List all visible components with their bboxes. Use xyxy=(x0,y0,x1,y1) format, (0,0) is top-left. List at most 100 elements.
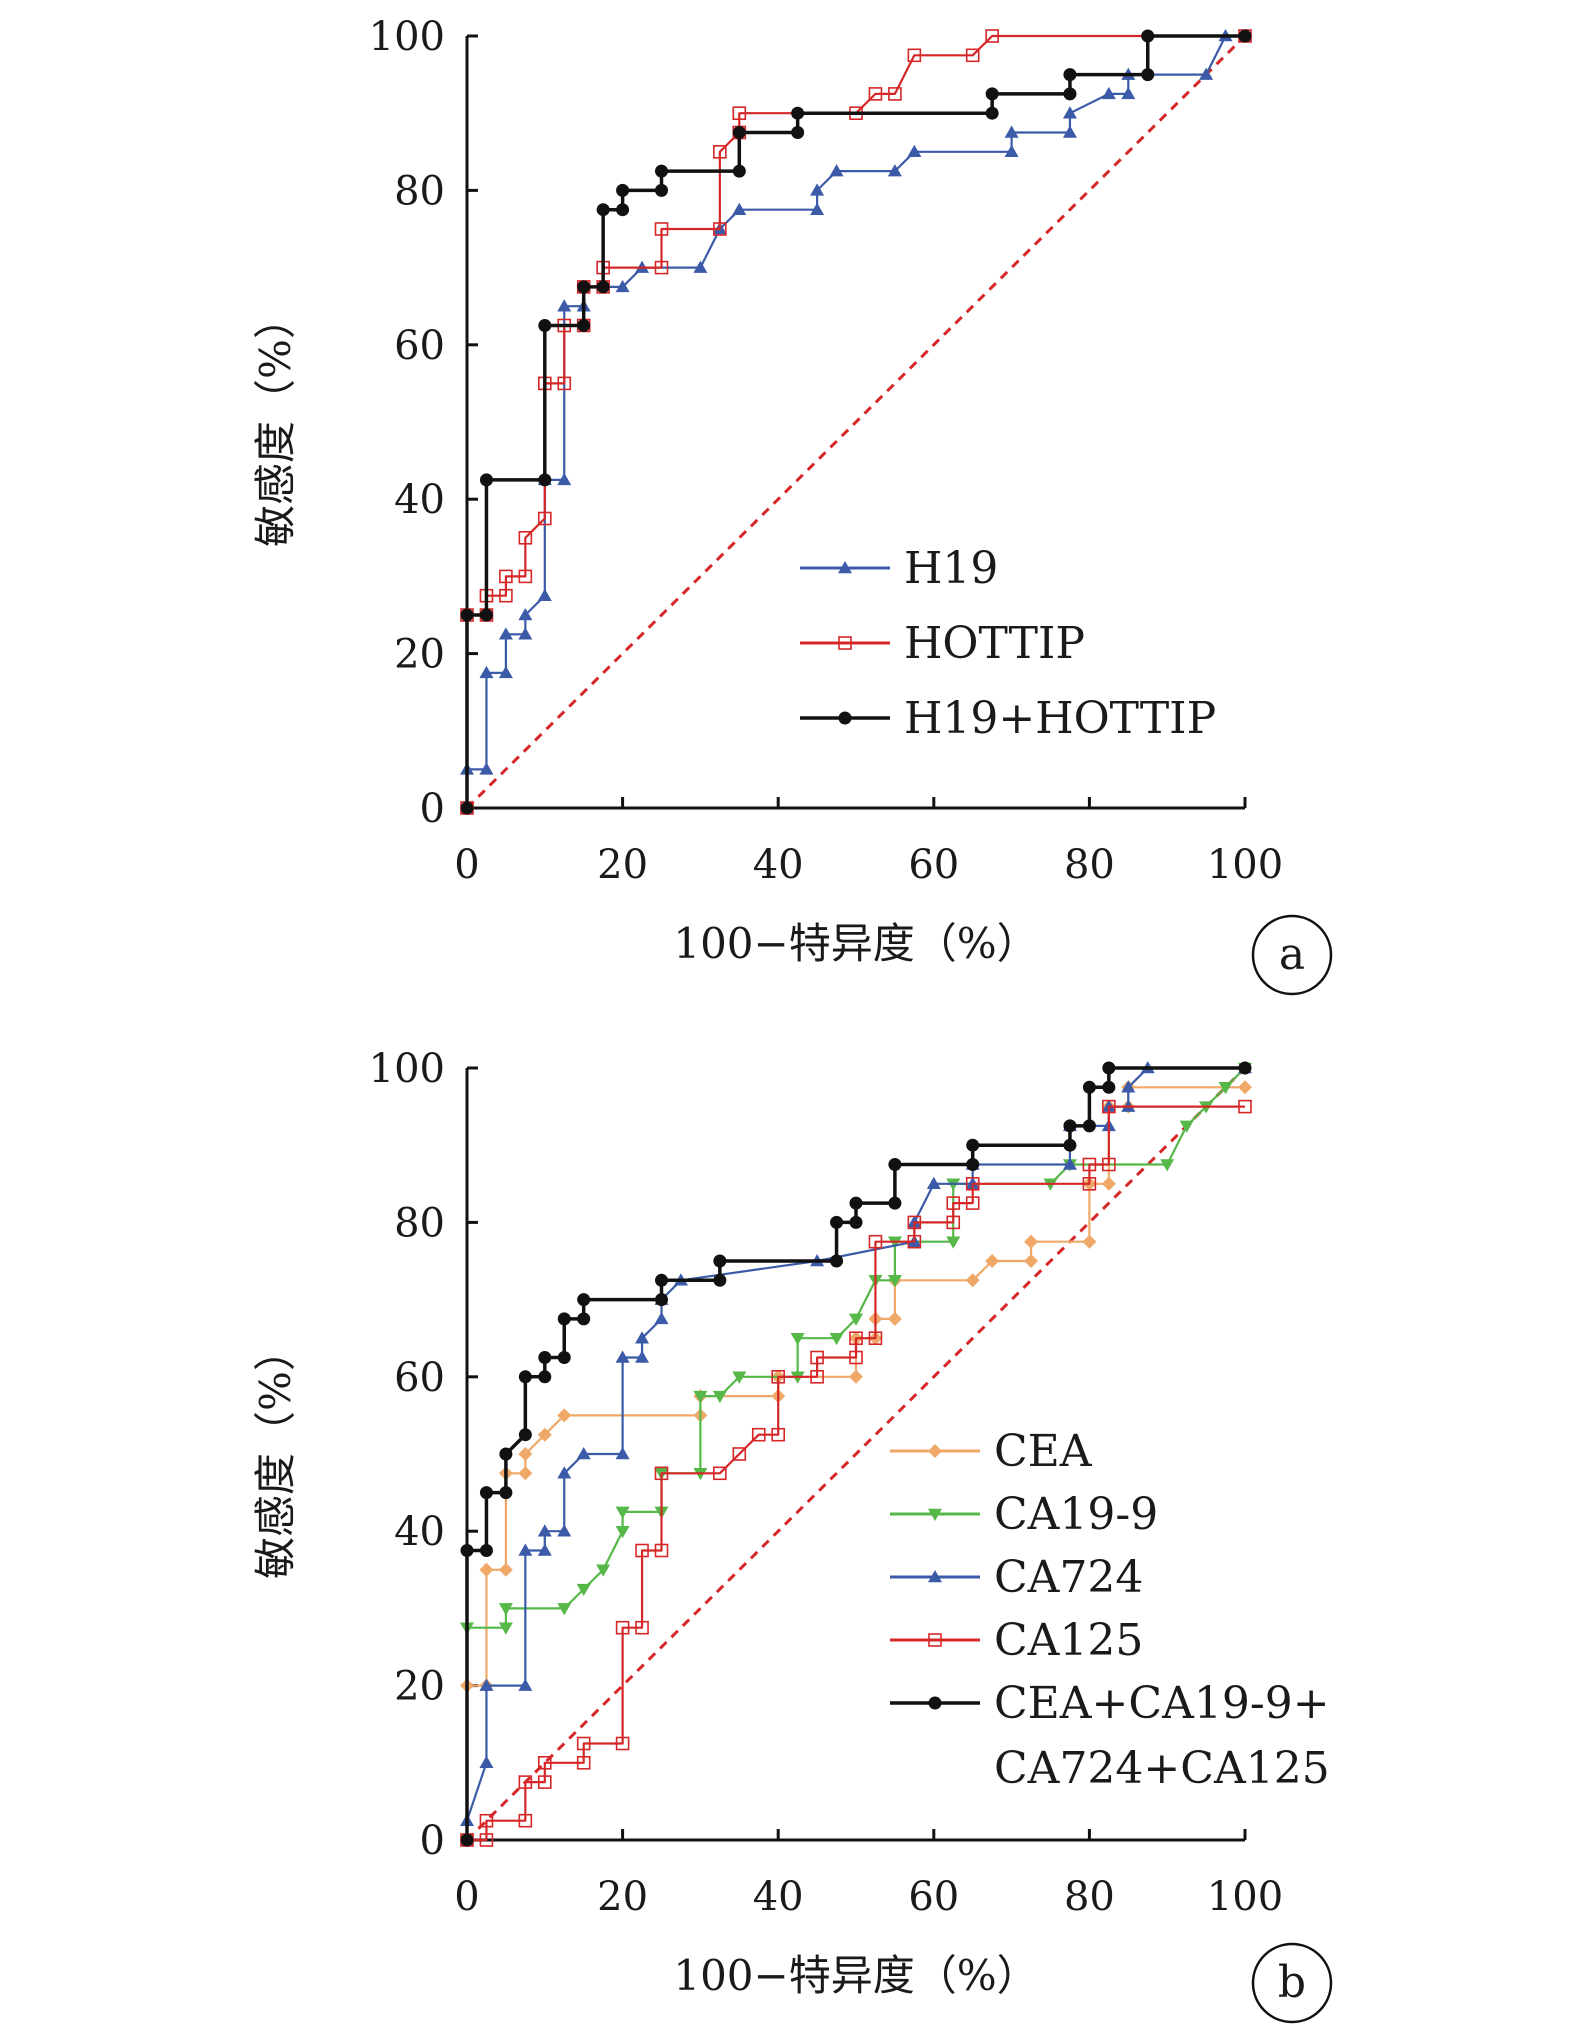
y-axis-title: 敏感度（%） xyxy=(251,1329,300,1579)
data-point xyxy=(499,588,513,603)
data-point xyxy=(479,1678,494,1691)
data-point xyxy=(1063,1119,1077,1133)
data-point xyxy=(693,260,708,273)
data-point xyxy=(537,511,552,526)
y-tick-label: 0 xyxy=(420,1818,445,1864)
data-point xyxy=(713,145,727,159)
data-point xyxy=(830,1215,844,1229)
data-point xyxy=(712,1390,727,1404)
data-point xyxy=(888,1158,902,1171)
data-point xyxy=(1141,68,1155,82)
data-point xyxy=(538,1370,552,1384)
x-axis-title: 100−特异度（%） xyxy=(673,919,1038,968)
data-point xyxy=(926,1176,941,1190)
legend-item: CEA xyxy=(890,1426,1093,1477)
data-point xyxy=(654,1466,669,1481)
data-point xyxy=(732,106,747,120)
data-point xyxy=(635,1331,650,1344)
legend-item: CEA+CA19-9+ CA724+CA125 xyxy=(890,1678,1330,1794)
legend: H19 HOTTIP H19+HOTTIP xyxy=(800,543,1216,744)
data-point xyxy=(615,1447,630,1460)
data-point xyxy=(693,1390,708,1404)
data-point xyxy=(1102,1099,1116,1114)
x-tick-label: 0 xyxy=(454,1874,479,1920)
legend-item: HOTTIP xyxy=(800,618,1085,669)
data-point xyxy=(1121,86,1136,100)
data-point xyxy=(479,665,494,679)
data-point xyxy=(1082,1080,1096,1094)
data-point xyxy=(1004,144,1019,158)
reference-diagonal-line xyxy=(465,1066,1247,1842)
data-point xyxy=(518,1428,532,1442)
data-point xyxy=(907,48,922,63)
data-point xyxy=(615,1620,630,1635)
y-tick-label: 20 xyxy=(394,632,445,678)
legend-label-line2: CA724+CA125 xyxy=(994,1743,1330,1794)
data-point xyxy=(655,1273,668,1287)
x-tick-label: 60 xyxy=(908,842,959,888)
data-point xyxy=(537,1775,552,1789)
data-point xyxy=(479,1562,494,1577)
data-point xyxy=(1101,86,1116,100)
legend-marker xyxy=(928,1444,942,1458)
x-tick-label: 60 xyxy=(908,1874,959,1920)
panel-label-circle xyxy=(1251,1942,1333,2024)
data-point xyxy=(576,1583,591,1597)
x-tick-label: 20 xyxy=(597,1874,648,1920)
y-tick-label: 80 xyxy=(394,1200,445,1246)
data-point xyxy=(907,1215,922,1230)
data-point xyxy=(868,1331,883,1345)
x-axis-title: 100−特异度（%） xyxy=(673,1951,1038,2000)
data-point xyxy=(732,164,746,178)
data-point xyxy=(615,1506,630,1519)
x-tick-label: 40 xyxy=(753,842,804,888)
data-point xyxy=(965,1273,980,1288)
data-point xyxy=(713,1466,727,1481)
data-point xyxy=(537,1543,552,1556)
data-point xyxy=(479,1833,494,1847)
data-point xyxy=(810,202,825,215)
data-point xyxy=(985,106,999,120)
data-point xyxy=(576,1736,591,1751)
legend-marker xyxy=(838,561,852,574)
data-point xyxy=(1024,1254,1039,1268)
data-point xyxy=(985,1254,1000,1268)
data-point xyxy=(1062,1157,1077,1170)
data-point xyxy=(829,164,844,177)
data-point xyxy=(537,1524,552,1537)
y-axis-title: 敏感度（%） xyxy=(251,297,300,547)
data-point xyxy=(732,1371,747,1384)
data-point xyxy=(635,1543,649,1558)
data-point xyxy=(888,1196,902,1210)
data-point xyxy=(732,126,746,139)
data-point xyxy=(479,1544,493,1557)
data-point xyxy=(557,299,572,312)
data-point xyxy=(1102,1157,1116,1172)
data-point xyxy=(1141,29,1155,43)
legend-marker xyxy=(838,711,852,725)
data-point xyxy=(1082,1119,1096,1133)
data-point xyxy=(887,164,902,177)
data-point xyxy=(888,87,902,101)
data-point xyxy=(596,203,610,217)
data-point xyxy=(557,1312,571,1326)
data-point xyxy=(498,1603,513,1616)
data-point xyxy=(615,1525,630,1539)
series-CEA+CA19-9+CA724+CA125 xyxy=(460,1061,1252,1847)
data-point xyxy=(791,126,805,139)
y-tick-label: 60 xyxy=(394,323,445,369)
data-point xyxy=(654,1311,669,1325)
legend-item: H19 xyxy=(800,543,998,594)
data-point xyxy=(1238,29,1252,43)
data-point xyxy=(655,164,668,178)
x-tick-label: 100 xyxy=(1207,1874,1283,1920)
data-point xyxy=(1082,1177,1097,1191)
data-point xyxy=(654,1543,669,1558)
data-point xyxy=(576,1756,591,1770)
data-point xyxy=(499,569,513,584)
series-H19+HOTTIP xyxy=(460,29,1252,815)
data-point xyxy=(460,801,474,815)
data-point xyxy=(518,608,533,621)
data-point xyxy=(499,1486,513,1500)
x-tick-label: 80 xyxy=(1064,1874,1115,1920)
